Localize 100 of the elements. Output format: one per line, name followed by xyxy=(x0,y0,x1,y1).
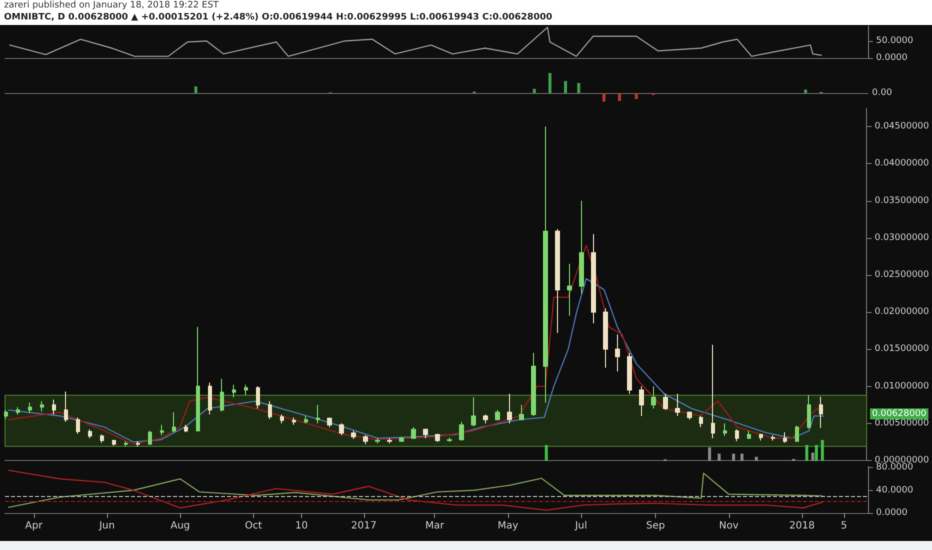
candlestick xyxy=(184,424,188,433)
bar xyxy=(618,93,622,101)
bar xyxy=(532,88,536,93)
candlestick xyxy=(699,415,703,428)
y-tick-label: 0.04000000 xyxy=(874,158,930,169)
line-series xyxy=(8,244,824,445)
candlestick xyxy=(819,396,823,428)
candlestick xyxy=(543,126,548,404)
bar xyxy=(634,93,638,99)
candlestick xyxy=(351,430,356,440)
x-tick-label: Nov xyxy=(719,520,739,532)
candlestick xyxy=(136,440,140,447)
y-tick-label: 0.04500000 xyxy=(874,122,930,132)
candlestick xyxy=(651,386,656,410)
y-tick-label: 0.01500000 xyxy=(874,344,930,354)
candlestick xyxy=(471,396,476,427)
candlestick xyxy=(28,402,32,414)
bar xyxy=(820,440,824,461)
x-tick-label: 2017 xyxy=(351,520,377,532)
candlestick xyxy=(399,436,404,442)
candlestick xyxy=(759,433,763,441)
candlestick xyxy=(591,234,596,324)
line-series xyxy=(9,26,822,57)
bar xyxy=(811,452,814,461)
candlestick xyxy=(327,416,332,428)
candlestick xyxy=(639,386,644,416)
y-tick-label: 0.0000 xyxy=(876,53,908,63)
text: 0.00628000 xyxy=(872,408,927,419)
candlestick xyxy=(687,411,692,420)
bar xyxy=(740,454,744,461)
bar xyxy=(732,454,736,461)
candlestick xyxy=(435,433,440,442)
y-tick-label: 0.00500000 xyxy=(874,418,930,428)
candlestick xyxy=(124,440,128,447)
bar xyxy=(577,83,580,93)
candlestick xyxy=(280,414,284,424)
y-tick-label: 0.03500000 xyxy=(874,196,930,206)
candlestick xyxy=(447,436,452,442)
bar xyxy=(804,90,808,93)
y-tick-label: 0.02500000 xyxy=(874,270,930,280)
candlestick xyxy=(519,404,524,421)
candlestick xyxy=(615,334,620,372)
candlestick xyxy=(711,344,715,439)
bar xyxy=(708,447,712,461)
chart-subtitle: OMNIBTC, D 0.00628000 ▲ +0.00015201 (+2.48%) O:0.00619944 H:0.00629995 L:0.00619943 C:0.00628000 xyxy=(4,12,552,22)
candlestick xyxy=(232,384,236,398)
candlestick xyxy=(363,434,368,445)
bar xyxy=(564,81,568,93)
bar xyxy=(814,445,818,461)
candlestick xyxy=(423,428,428,439)
x-tick-label: Oct xyxy=(244,520,262,532)
candlestick xyxy=(387,438,392,444)
candlestick xyxy=(411,426,416,440)
candlestick xyxy=(747,430,751,440)
candlestick xyxy=(675,393,680,416)
x-tick-label: Jun xyxy=(98,520,115,532)
candlestick xyxy=(244,384,248,396)
candlestick xyxy=(64,390,68,422)
candlestick xyxy=(316,404,320,424)
x-tick-label: Aug xyxy=(170,520,190,532)
line-series xyxy=(8,278,824,443)
bar xyxy=(754,456,758,461)
x-tick-label: Mar xyxy=(425,520,446,532)
bar xyxy=(194,86,198,93)
candlestick xyxy=(172,412,176,433)
x-tick-label: 2018 xyxy=(789,520,815,532)
candlestick xyxy=(531,352,536,416)
y-tick-label: 40.0000 xyxy=(876,485,914,496)
candlestick xyxy=(292,416,296,426)
candlestick xyxy=(795,425,799,442)
bar xyxy=(805,445,808,461)
bar xyxy=(548,73,552,93)
x-tick-label: Apr xyxy=(25,520,44,532)
candlestick xyxy=(148,430,152,446)
candlestick xyxy=(220,378,224,412)
candlestick xyxy=(160,424,164,436)
candlestick xyxy=(807,394,811,430)
candlestick xyxy=(339,422,344,436)
text: 0.00 xyxy=(872,88,892,98)
candlestick xyxy=(208,382,212,415)
candlestick xyxy=(771,434,775,441)
candlestick xyxy=(256,386,260,410)
y-tick-label: 0.0000 xyxy=(876,508,908,518)
y-tick-label: 0.03000000 xyxy=(874,232,930,243)
candlestick xyxy=(4,410,8,420)
candlestick xyxy=(567,263,572,316)
x-tick-label: 5 xyxy=(840,520,848,532)
x-tick-label: 10 xyxy=(295,520,308,532)
candlestick xyxy=(375,438,380,444)
candlestick xyxy=(663,393,668,411)
y-tick-label: 0.02000000 xyxy=(874,307,930,318)
candlestick xyxy=(88,428,92,439)
candlestick xyxy=(52,399,56,415)
candlestick xyxy=(459,421,464,441)
x-tick-label: Jul xyxy=(574,520,588,532)
candlestick xyxy=(603,308,608,368)
candlestick xyxy=(783,432,787,444)
candlestick xyxy=(495,410,500,421)
candlestick xyxy=(100,434,104,444)
bar xyxy=(718,454,721,461)
